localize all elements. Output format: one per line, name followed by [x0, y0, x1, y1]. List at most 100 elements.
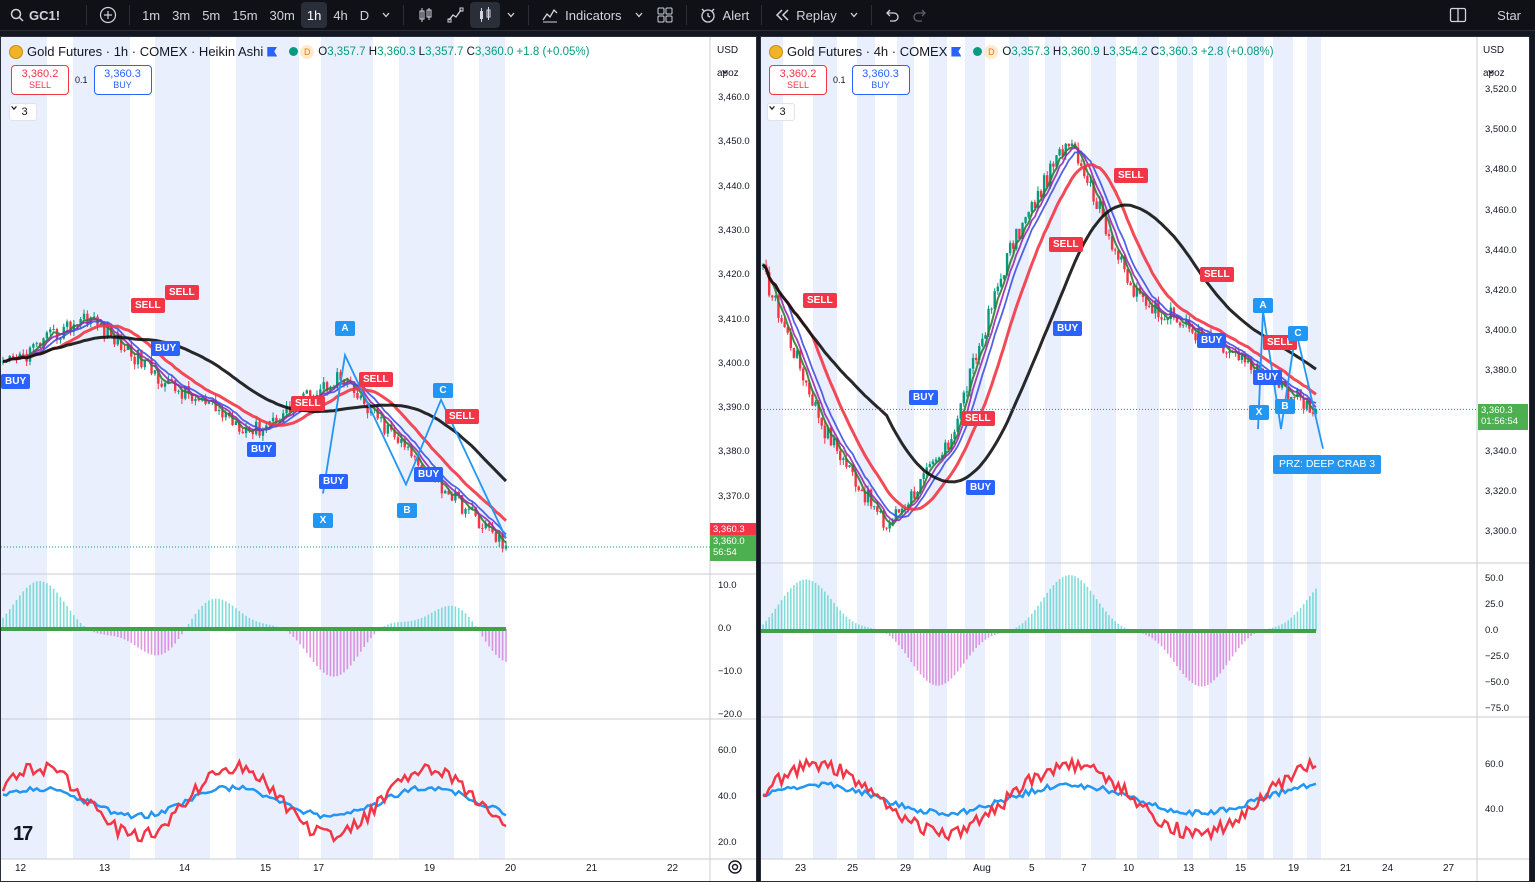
candle-body	[1290, 396, 1293, 401]
histogram-bar	[987, 631, 990, 638]
candle-body	[501, 534, 504, 549]
left-indicator-collapse[interactable]: 3	[9, 103, 37, 121]
symbol-search[interactable]: GC1!	[4, 2, 66, 28]
candle-body	[1067, 143, 1071, 146]
sell-signal-label: SELL	[359, 372, 393, 387]
price-tick: 3,420.0	[718, 269, 750, 281]
histogram-bar	[133, 629, 136, 646]
histogram-bar	[147, 629, 149, 654]
interval-30m[interactable]: 30m	[269, 7, 295, 23]
histogram-bar	[434, 610, 436, 629]
osc1-tick: 25.0	[1485, 599, 1504, 610]
candle-body	[386, 424, 390, 434]
flag-icon[interactable]	[267, 46, 278, 57]
tradingview-logo[interactable]: 17	[13, 823, 33, 845]
date-tick: 21	[1340, 863, 1352, 874]
add-symbol-button[interactable]	[93, 2, 123, 28]
histogram-bar	[950, 631, 953, 679]
candle-body	[241, 431, 244, 434]
histogram-bar	[343, 629, 345, 673]
indicators-button[interactable]: Indicators	[535, 2, 627, 28]
indicators-dropdown[interactable]	[628, 2, 650, 28]
compare-button[interactable]	[440, 2, 470, 28]
histogram-bar	[424, 616, 426, 629]
panel-toggle-button[interactable]	[1443, 2, 1473, 28]
candle-body	[103, 322, 106, 337]
sell-signal-label: SELL	[165, 285, 199, 300]
layout-button[interactable]	[650, 2, 680, 28]
right-chart-title[interactable]: Gold Futures · 4h · COMEX	[787, 44, 948, 59]
histogram-bar	[201, 605, 203, 629]
chart-type-dropdown[interactable]	[500, 2, 522, 28]
histogram-bar	[799, 580, 801, 631]
candle-body	[1024, 217, 1027, 223]
histogram-bar	[245, 615, 247, 629]
interval-1h[interactable]: 1h	[300, 2, 328, 28]
candle-body	[1095, 201, 1098, 209]
right-currency-select[interactable]: USD	[1483, 45, 1505, 56]
date-tick: 15	[1235, 863, 1247, 874]
interval-5m[interactable]: 5m	[202, 7, 221, 23]
left-chart-title[interactable]: Gold Futures · 1h · COMEX · Heikin Ashi	[27, 44, 264, 59]
undo-button[interactable]	[878, 2, 906, 28]
price-tick: 3,480.0	[1485, 164, 1517, 176]
histogram-bar	[1281, 624, 1283, 631]
status-dots: D	[289, 44, 315, 59]
histogram-bar	[984, 631, 987, 640]
candle-body	[396, 437, 400, 443]
interval-1m[interactable]: 1m	[142, 7, 161, 23]
left-scale-mode[interactable]: apoz	[717, 68, 739, 79]
star-button[interactable]: Star	[1497, 7, 1521, 23]
interval-d[interactable]: D	[359, 7, 370, 23]
histogram-bar	[910, 631, 913, 663]
histogram-bar	[848, 619, 851, 631]
candle-body	[163, 383, 167, 387]
settings-icon[interactable]	[727, 859, 743, 875]
histogram-bar	[1089, 590, 1092, 631]
histogram-bar	[765, 620, 767, 631]
right-sell-button[interactable]: 3,360.2 SELL	[769, 65, 827, 95]
candle-body	[271, 417, 275, 422]
candle-body	[106, 325, 109, 337]
replay-button[interactable]: Replay	[768, 2, 842, 28]
left-sell-button[interactable]: 3,360.2 SELL	[11, 65, 69, 95]
replay-dropdown[interactable]	[843, 2, 865, 28]
interval-15m[interactable]: 15m	[232, 7, 258, 23]
candle-body	[244, 427, 248, 434]
left-chart-panel[interactable]: Gold Futures · 1h · COMEX · Heikin Ashi …	[0, 36, 757, 882]
histogram-bar	[780, 599, 783, 631]
right-indicator-collapse[interactable]: 3	[767, 103, 795, 121]
candle-body	[305, 390, 309, 394]
interval-dropdown[interactable]	[375, 2, 397, 28]
session-band	[321, 37, 373, 859]
candle-body	[789, 332, 793, 348]
right-chart-panel[interactable]: Gold Futures · 4h · COMEX D O3,357.3 H3,…	[760, 36, 1530, 882]
alert-button[interactable]: Alert	[693, 2, 756, 28]
histogram-bar	[447, 605, 450, 629]
histogram-bar	[160, 629, 163, 655]
candles-button[interactable]	[470, 2, 501, 28]
candle-body	[55, 329, 59, 340]
left-buy-button[interactable]: 3,360.3 BUY	[93, 65, 152, 95]
flag-icon[interactable]	[951, 46, 962, 57]
left-currency-select[interactable]: USD	[717, 45, 739, 56]
right-buy-button[interactable]: 3,360.3 BUY	[851, 65, 910, 95]
left-chart-canvas[interactable]	[1, 37, 757, 882]
bar-style-button[interactable]	[410, 2, 440, 28]
osc1-tick: 0.0	[1485, 625, 1499, 636]
interval-4h[interactable]: 4h	[333, 7, 348, 23]
histogram-bar	[790, 588, 792, 631]
rsi-red-line	[762, 755, 1317, 842]
date-tick: 29	[900, 863, 912, 874]
interval-3m[interactable]: 3m	[172, 7, 191, 23]
histogram-bar	[170, 629, 173, 648]
date-tick: 13	[1183, 863, 1195, 874]
separator	[403, 5, 405, 25]
candle-body	[832, 438, 836, 446]
right-scale-mode[interactable]: apoz	[1483, 68, 1505, 79]
right-chart-canvas[interactable]	[761, 37, 1530, 882]
histogram-bar	[919, 631, 922, 675]
histogram-bar	[25, 587, 28, 629]
candle-body	[325, 382, 329, 392]
redo-button[interactable]	[906, 2, 934, 28]
